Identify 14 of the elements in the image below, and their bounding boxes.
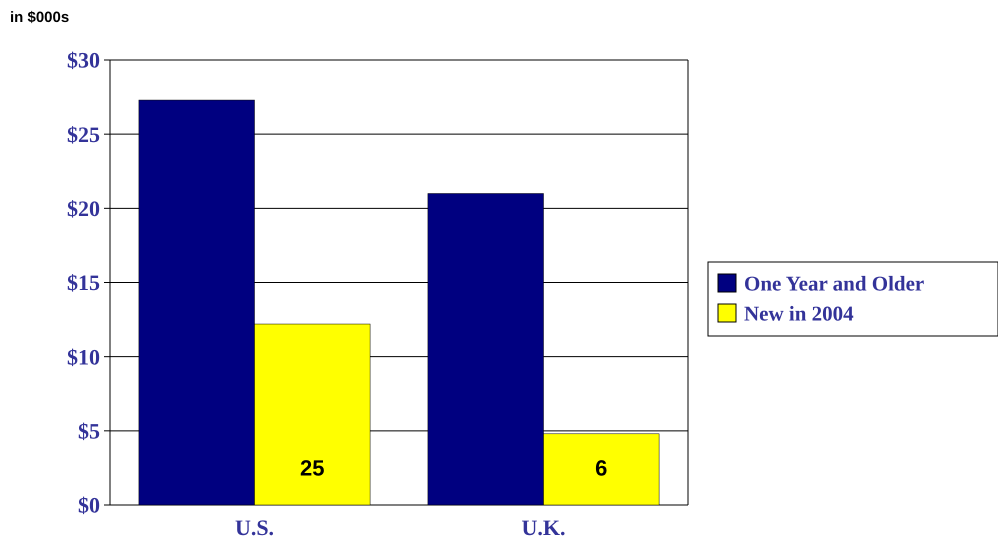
legend-label: New in 2004 [744, 301, 854, 326]
y-tick-label: $10 [67, 344, 100, 370]
annotation: 25 [300, 456, 325, 481]
y-tick-label: $30 [67, 48, 100, 73]
y-tick-label: $0 [78, 492, 100, 518]
y-tick-label: $5 [78, 418, 100, 444]
y-tick-label: $15 [67, 270, 100, 296]
x-tick-label: U.S. [234, 515, 274, 540]
x-tick-label: U.K. [522, 515, 566, 540]
y-tick-label: $20 [67, 196, 100, 222]
legend-label: One Year and Older [744, 271, 924, 296]
annotation: 6 [595, 456, 608, 481]
y-axis-title: in $000s [10, 9, 70, 26]
y-tick-label: $25 [67, 122, 100, 147]
